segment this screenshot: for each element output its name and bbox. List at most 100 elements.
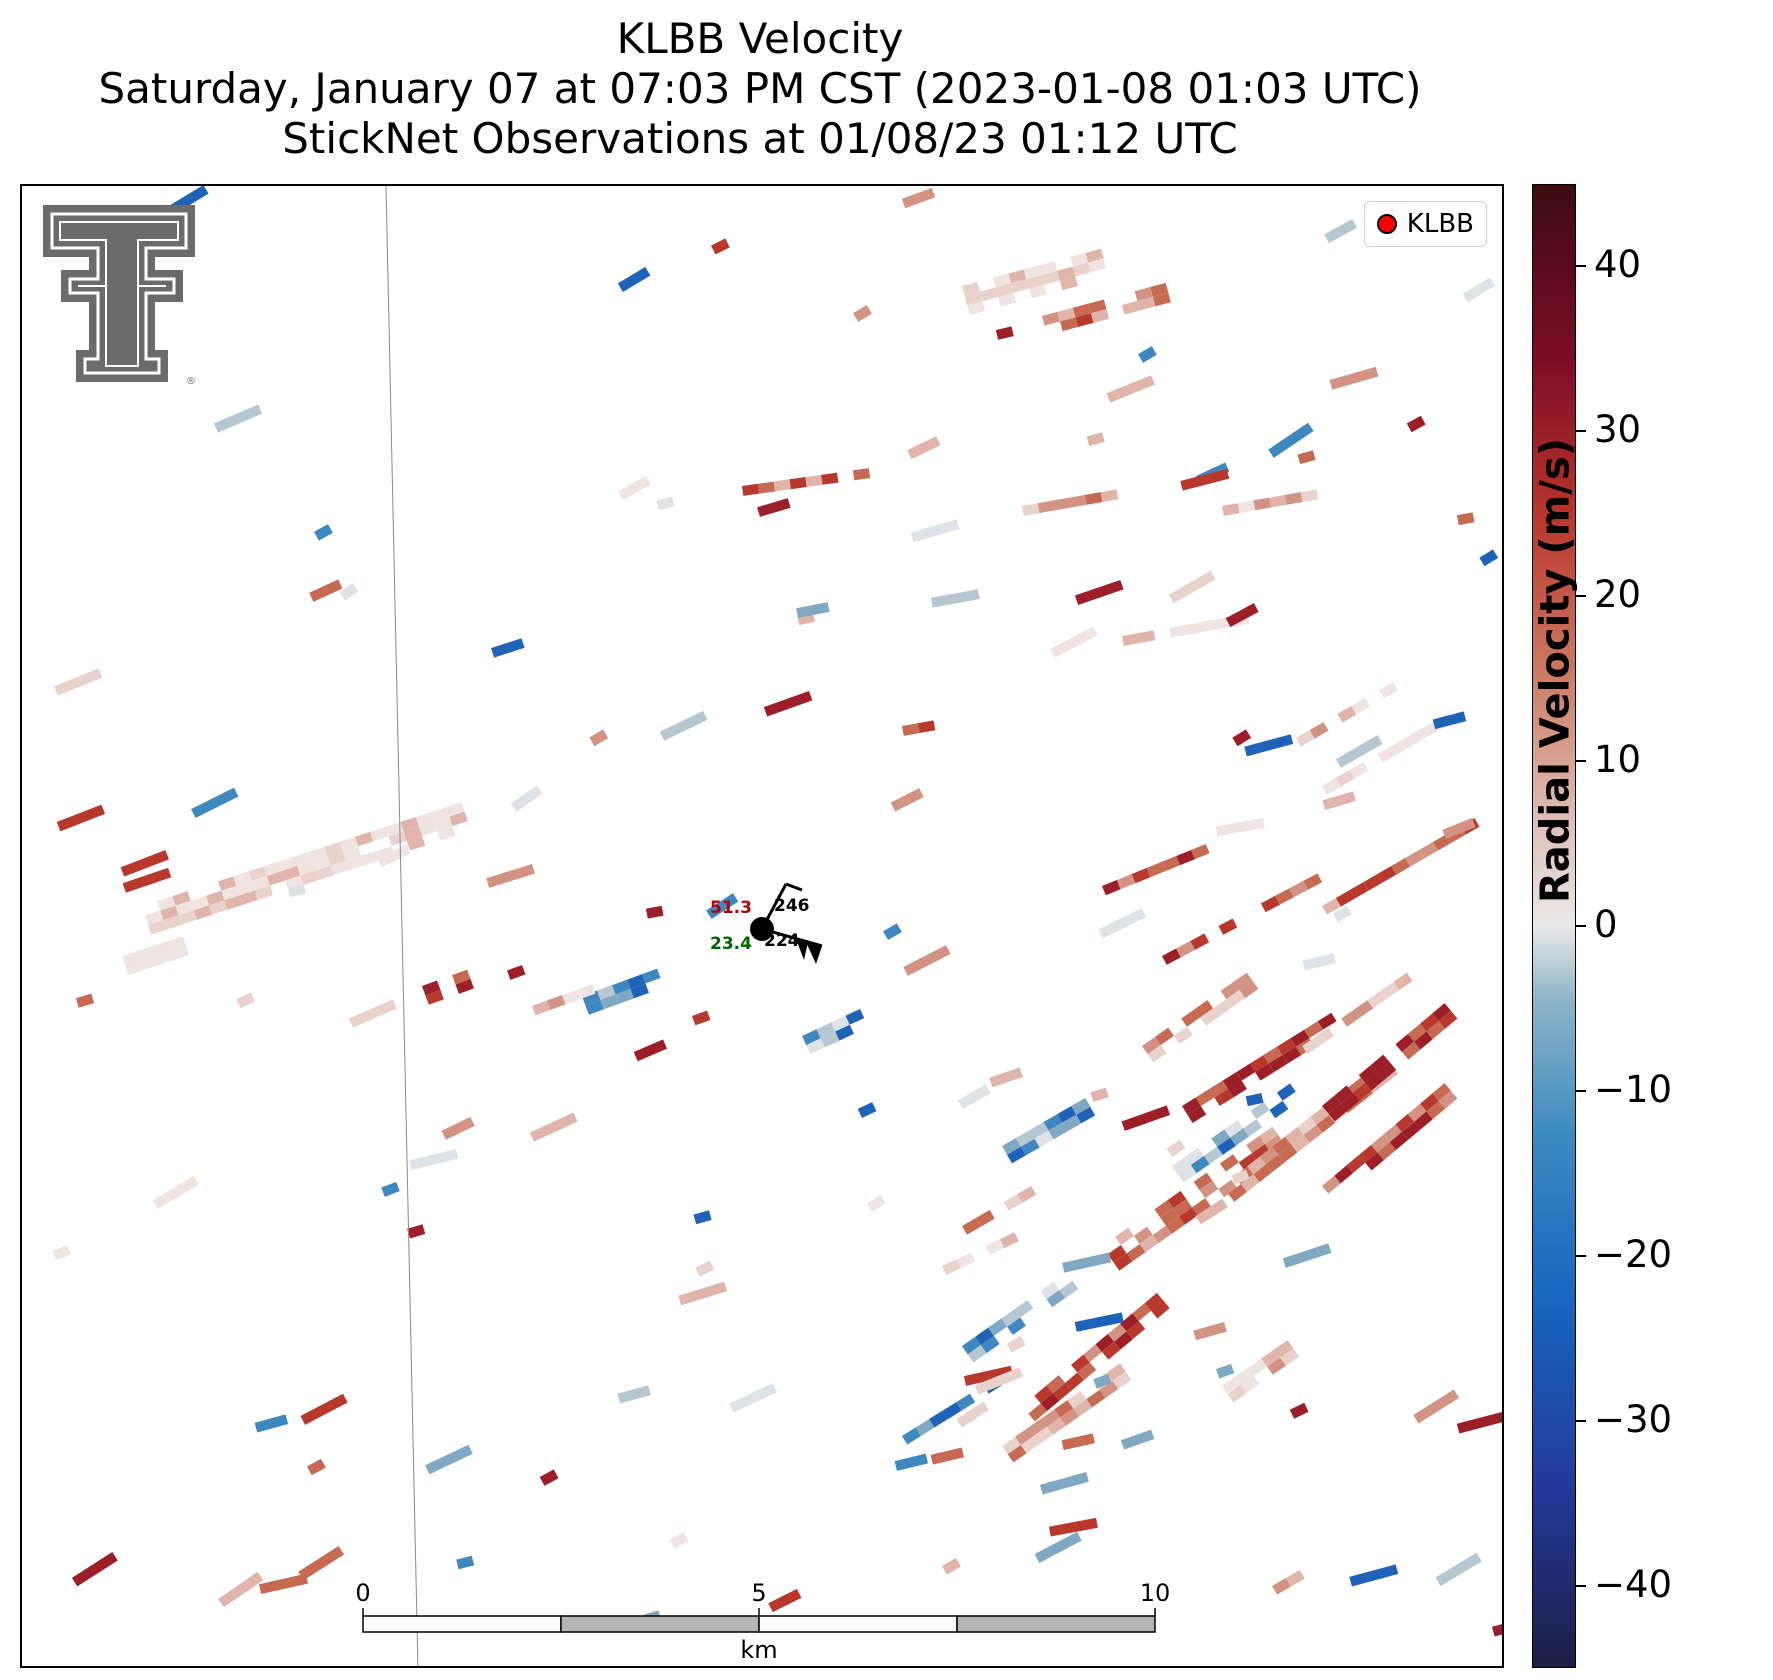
velocity-pixel bbox=[1303, 873, 1323, 890]
velocity-pixel bbox=[1052, 1382, 1072, 1401]
velocity-pixel bbox=[1131, 868, 1151, 884]
colorbar-tick bbox=[1576, 430, 1586, 433]
velocity-pixel bbox=[1072, 303, 1091, 318]
velocity-pixel bbox=[1265, 1134, 1284, 1153]
velocity-pixel bbox=[1099, 1380, 1119, 1399]
velocity-pixel bbox=[1172, 1156, 1191, 1175]
velocity-pixel bbox=[1040, 1281, 1060, 1300]
colorbar-tick-label: 30 bbox=[1594, 408, 1642, 452]
velocity-pixel bbox=[1266, 1154, 1285, 1173]
velocity-pixel bbox=[1213, 999, 1233, 1017]
velocity-pixel bbox=[980, 287, 999, 302]
velocity-pixel bbox=[309, 579, 343, 602]
velocity-pixel bbox=[1000, 1232, 1019, 1249]
velocity-pixel bbox=[1152, 1225, 1172, 1244]
velocity-pixel bbox=[1255, 1063, 1274, 1081]
velocity-pixel bbox=[1225, 603, 1259, 628]
velocity-pixel bbox=[236, 992, 256, 1009]
velocity-pixel bbox=[1028, 1418, 1048, 1436]
velocity-pixel bbox=[1226, 989, 1246, 1008]
velocity-pixel bbox=[1193, 1172, 1213, 1190]
velocity-pixel bbox=[1120, 1313, 1139, 1332]
velocity-pixel bbox=[1015, 1427, 1034, 1445]
velocity-pixel bbox=[845, 1008, 865, 1025]
velocity-pixel bbox=[1378, 682, 1398, 699]
velocity-pixel bbox=[1106, 375, 1155, 403]
velocity-pixel bbox=[1228, 1080, 1247, 1098]
county-boundary-line bbox=[385, 186, 419, 1666]
velocity-pixel bbox=[1335, 770, 1355, 787]
colorbar-tick bbox=[1576, 265, 1586, 268]
velocity-pixel bbox=[121, 951, 141, 966]
velocity-pixel bbox=[1310, 1107, 1330, 1125]
velocity-pixel bbox=[1151, 1300, 1170, 1319]
velocity-pixel bbox=[170, 945, 190, 961]
velocity-pixel bbox=[1260, 895, 1280, 913]
velocity-pixel bbox=[995, 326, 1014, 340]
velocity-pixel bbox=[1321, 898, 1341, 915]
velocity-pixel bbox=[1126, 1321, 1146, 1340]
colorbar-tick bbox=[1576, 1089, 1586, 1092]
velocity-pixel bbox=[1162, 948, 1181, 965]
velocity-pixel bbox=[757, 481, 776, 494]
velocity-pixel bbox=[531, 1000, 551, 1016]
velocity-pixel bbox=[1358, 1064, 1378, 1083]
velocity-pixel bbox=[617, 1385, 651, 1404]
velocity-pixel bbox=[1263, 1046, 1283, 1064]
velocity-pixel bbox=[1074, 1312, 1124, 1332]
velocity-pixel bbox=[1040, 1471, 1089, 1495]
velocity-pixel bbox=[1215, 817, 1265, 837]
velocity-pixel bbox=[148, 920, 167, 935]
velocity-pixel bbox=[1322, 1095, 1341, 1114]
velocity-pixel bbox=[1352, 1082, 1372, 1101]
velocity-pixel bbox=[964, 291, 983, 306]
velocity-pixel bbox=[1348, 1077, 1367, 1096]
velocity-pixel bbox=[963, 1365, 1013, 1386]
colorbar-tick-label: 40 bbox=[1594, 243, 1642, 287]
velocity-pixel bbox=[1251, 1144, 1271, 1162]
map-subtitle-time: Saturday, January 07 at 07:03 PM CST (20… bbox=[98, 64, 1422, 113]
velocity-pixel bbox=[1020, 1138, 1040, 1156]
velocity-pixel bbox=[172, 891, 191, 906]
velocity-pixel bbox=[1295, 730, 1315, 747]
velocity-pixel bbox=[279, 856, 298, 872]
velocity-pixel bbox=[422, 980, 441, 996]
velocity-pixel bbox=[1050, 626, 1098, 658]
velocity-pixel bbox=[1120, 1429, 1155, 1450]
velocity-pixel bbox=[998, 292, 1017, 307]
velocity-pixel bbox=[1026, 274, 1045, 289]
velocity-pixel bbox=[539, 1469, 559, 1486]
velocity-pixel bbox=[1334, 1165, 1353, 1184]
velocity-pixel bbox=[1173, 1199, 1193, 1217]
velocity-pixel bbox=[962, 1336, 981, 1355]
velocity-pixel bbox=[975, 1327, 994, 1345]
velocity-pixel bbox=[1259, 1146, 1279, 1165]
velocity-pixel bbox=[1267, 1357, 1286, 1375]
velocity-pixel bbox=[1048, 1517, 1098, 1537]
velocity-pixel bbox=[669, 1532, 689, 1549]
velocity-pixel bbox=[1181, 1009, 1201, 1027]
velocity-pixel bbox=[1285, 1126, 1304, 1145]
velocity-pixel bbox=[956, 1393, 976, 1411]
velocity-pixel bbox=[1168, 570, 1216, 604]
station-dewpoint: 23.4 bbox=[710, 934, 752, 954]
velocity-pixel bbox=[1059, 276, 1078, 291]
velocity-pixel bbox=[1088, 258, 1107, 273]
velocity-pixel bbox=[1391, 857, 1411, 875]
velocity-pixel bbox=[627, 974, 646, 989]
velocity-pixel bbox=[1176, 940, 1195, 958]
velocity-pixel bbox=[883, 923, 902, 941]
velocity-pixel bbox=[1367, 990, 1387, 1009]
velocity-pixel bbox=[1187, 1106, 1207, 1123]
velocity-pixel bbox=[419, 821, 438, 837]
velocity-pixel bbox=[355, 831, 374, 847]
velocity-pixel bbox=[942, 1558, 961, 1575]
velocity-pixel bbox=[1098, 908, 1147, 939]
velocity-pixel bbox=[1039, 261, 1058, 275]
colorbar-tick-label: −20 bbox=[1594, 1232, 1673, 1276]
velocity-pixel bbox=[773, 479, 791, 492]
velocity-pixel bbox=[381, 1181, 400, 1197]
velocity-pixel bbox=[1405, 730, 1424, 747]
velocity-pixel bbox=[1248, 1358, 1268, 1376]
velocity-pixel bbox=[281, 866, 301, 881]
